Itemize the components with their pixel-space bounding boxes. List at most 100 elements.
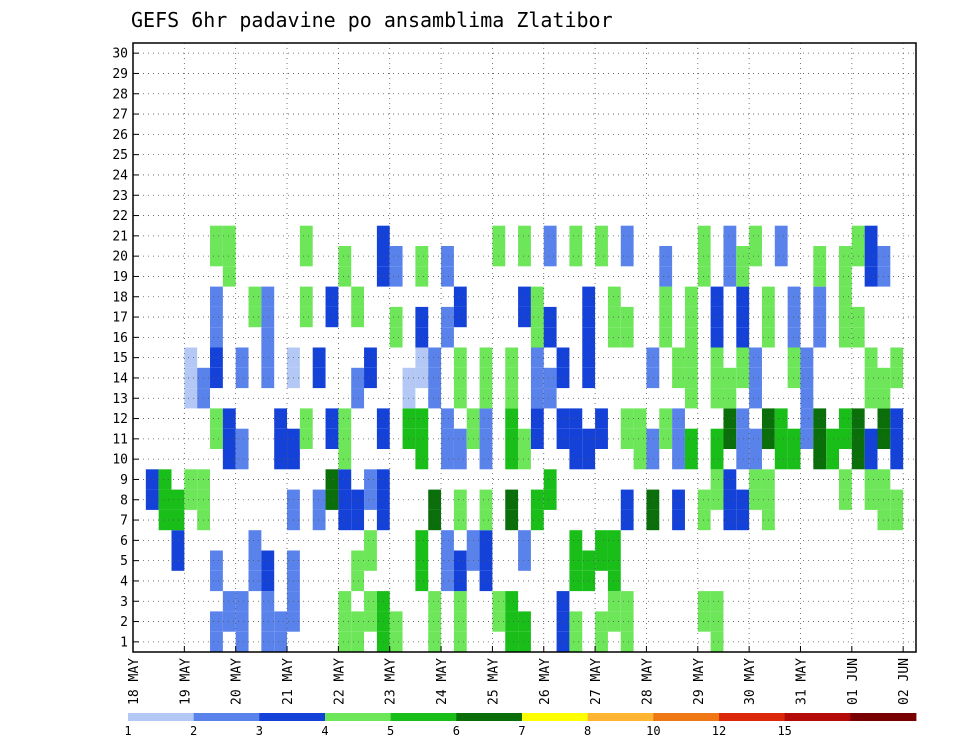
heatmap-cell (697, 266, 711, 287)
heatmap-cell (710, 327, 724, 348)
heatmap-cell (684, 449, 698, 470)
heatmap-cell (351, 388, 365, 409)
heatmap-cell (312, 509, 326, 531)
y-tick-label: 4 (120, 574, 128, 589)
heatmap-cell (210, 347, 223, 368)
heatmap-cell (299, 225, 313, 246)
heatmap-cell (453, 449, 467, 470)
heatmap-cell (479, 550, 493, 571)
heatmap-cell (235, 611, 249, 632)
heatmap-cell (235, 449, 249, 470)
heatmap-cell (518, 631, 531, 652)
heatmap-cell (518, 225, 531, 246)
x-tick-label: 18 MAY (127, 658, 142, 705)
heatmap-cell (299, 428, 313, 449)
heatmap-cell (684, 388, 698, 409)
heatmap-cell (261, 611, 275, 632)
heatmap-cell (697, 611, 711, 632)
heatmap-cell (415, 367, 429, 389)
heatmap-cell (145, 489, 159, 510)
x-tick-label: 24 MAY (435, 658, 450, 705)
heatmap-cell (659, 408, 673, 429)
legend-swatch (259, 713, 326, 721)
heatmap-cell (710, 347, 724, 368)
heatmap-cell (813, 306, 827, 328)
heatmap-cell (595, 530, 608, 551)
heatmap-cell (453, 367, 467, 389)
heatmap-cell (723, 408, 737, 429)
heatmap-cell (364, 347, 377, 368)
x-tick-label: 31 MAY (794, 658, 809, 705)
heatmap-cell (774, 428, 788, 449)
legend-label: 5 (387, 724, 394, 738)
heatmap-cell (710, 367, 724, 389)
heatmap-cell (235, 367, 249, 389)
heatmap-cell (684, 327, 698, 348)
heatmap-cell (415, 550, 429, 571)
heatmap-cell (710, 449, 724, 470)
heatmap-cell (890, 347, 904, 368)
heatmap-cell (710, 469, 724, 490)
heatmap-cell (299, 408, 313, 429)
x-tick-label: 23 MAY (384, 658, 399, 705)
heatmap-cell (569, 631, 583, 652)
heatmap-cell (787, 286, 801, 307)
heatmap-cell (453, 591, 467, 612)
heatmap-cell (479, 570, 493, 592)
heatmap-cell (415, 530, 429, 551)
heatmap-cell (518, 306, 531, 328)
heatmap-cell (312, 489, 326, 510)
heatmap-cell (441, 408, 454, 429)
heatmap-cell (261, 367, 275, 389)
heatmap-cell (453, 550, 467, 571)
heatmap-cell (723, 225, 737, 246)
heatmap-cell (749, 225, 762, 246)
heatmap-cell (171, 509, 185, 531)
heatmap-cell (864, 225, 878, 246)
heatmap-cell (441, 327, 454, 348)
heatmap-cell (479, 367, 493, 389)
heatmap-cell (633, 408, 647, 429)
heatmap-cell (351, 306, 365, 328)
heatmap-cell (518, 286, 531, 307)
heatmap-cell (351, 631, 365, 652)
heatmap-cell (710, 306, 724, 328)
heatmap-cell (787, 449, 801, 470)
heatmap-cell (620, 225, 634, 246)
heatmap-cell (543, 469, 557, 490)
heatmap-cell (749, 388, 762, 409)
heatmap-cell (800, 367, 814, 389)
heatmap-cell (774, 246, 788, 267)
heatmap-cell (723, 509, 737, 531)
heatmap-cell (453, 388, 467, 409)
heatmap-cell (505, 489, 519, 510)
x-tick-label: 29 MAY (692, 658, 707, 705)
heatmap-cell (543, 246, 557, 267)
heatmap-cell (607, 327, 621, 348)
heatmap-cell (736, 266, 750, 287)
heatmap-cell (864, 449, 878, 470)
heatmap-cell (479, 408, 493, 429)
heatmap-cell (364, 530, 377, 551)
heatmap-cell (749, 469, 762, 490)
heatmap-cell (453, 286, 467, 307)
heatmap-cell (364, 591, 377, 612)
heatmap-cell (505, 631, 519, 652)
y-tick-label: 7 (120, 514, 128, 529)
x-tick-label: 26 MAY (538, 658, 553, 705)
y-tick-label: 12 (112, 412, 128, 427)
heatmap-cell (479, 489, 493, 510)
heatmap-cell (890, 509, 904, 531)
x-tick-label: 19 MAY (178, 658, 193, 705)
heatmap-cell (607, 550, 621, 571)
heatmap-cell (479, 347, 493, 368)
heatmap-cell (479, 509, 493, 531)
heatmap-cell (505, 367, 519, 389)
heatmap-cell (710, 489, 724, 510)
legend-swatch (456, 713, 523, 721)
heatmap-cell (364, 550, 377, 571)
legend-label: 4 (321, 724, 328, 738)
y-tick-label: 3 (120, 595, 128, 610)
x-tick-label: 22 MAY (332, 658, 347, 705)
heatmap-cell (864, 388, 878, 409)
